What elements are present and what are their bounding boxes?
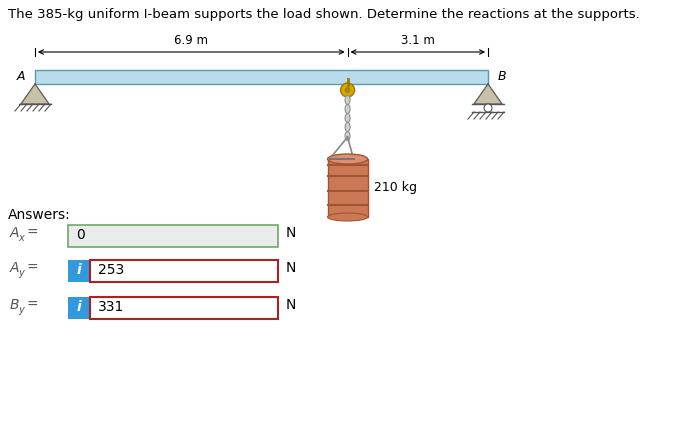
Text: =: = <box>26 261 38 275</box>
Text: 331: 331 <box>98 300 124 314</box>
Bar <box>68 225 278 247</box>
Ellipse shape <box>328 154 368 164</box>
Circle shape <box>484 104 492 112</box>
Text: N: N <box>286 298 296 312</box>
Ellipse shape <box>345 132 350 141</box>
Polygon shape <box>21 84 49 104</box>
Text: 3.1 m: 3.1 m <box>401 34 435 47</box>
Polygon shape <box>474 84 502 104</box>
Bar <box>68 260 90 282</box>
Text: 253: 253 <box>98 263 124 277</box>
Text: Answers:: Answers: <box>8 208 71 222</box>
Circle shape <box>341 83 354 97</box>
Text: =: = <box>26 298 38 312</box>
Text: B: B <box>498 70 506 83</box>
Text: B: B <box>10 298 19 312</box>
Bar <box>90 297 278 319</box>
Text: N: N <box>286 226 296 240</box>
Text: i: i <box>77 263 81 277</box>
Circle shape <box>345 87 350 92</box>
Text: =: = <box>26 226 38 240</box>
Text: 210 kg: 210 kg <box>374 181 416 195</box>
Ellipse shape <box>345 104 350 113</box>
Bar <box>328 159 368 217</box>
Ellipse shape <box>345 113 350 123</box>
Ellipse shape <box>328 213 368 221</box>
Bar <box>35 70 488 84</box>
Text: 0: 0 <box>76 228 85 242</box>
Ellipse shape <box>345 95 350 104</box>
Bar <box>68 297 90 319</box>
Text: A: A <box>16 70 25 83</box>
Text: The 385-kg uniform I-beam supports the load shown. Determine the reactions at th: The 385-kg uniform I-beam supports the l… <box>8 8 640 21</box>
Text: i: i <box>77 300 81 314</box>
Text: y: y <box>18 305 24 315</box>
Ellipse shape <box>345 123 350 132</box>
Text: y: y <box>18 268 24 278</box>
Text: N: N <box>286 261 296 275</box>
Text: x: x <box>18 233 24 243</box>
Text: A: A <box>10 226 19 240</box>
Text: A: A <box>10 261 19 275</box>
Bar <box>90 260 278 282</box>
Text: 6.9 m: 6.9 m <box>174 34 208 47</box>
